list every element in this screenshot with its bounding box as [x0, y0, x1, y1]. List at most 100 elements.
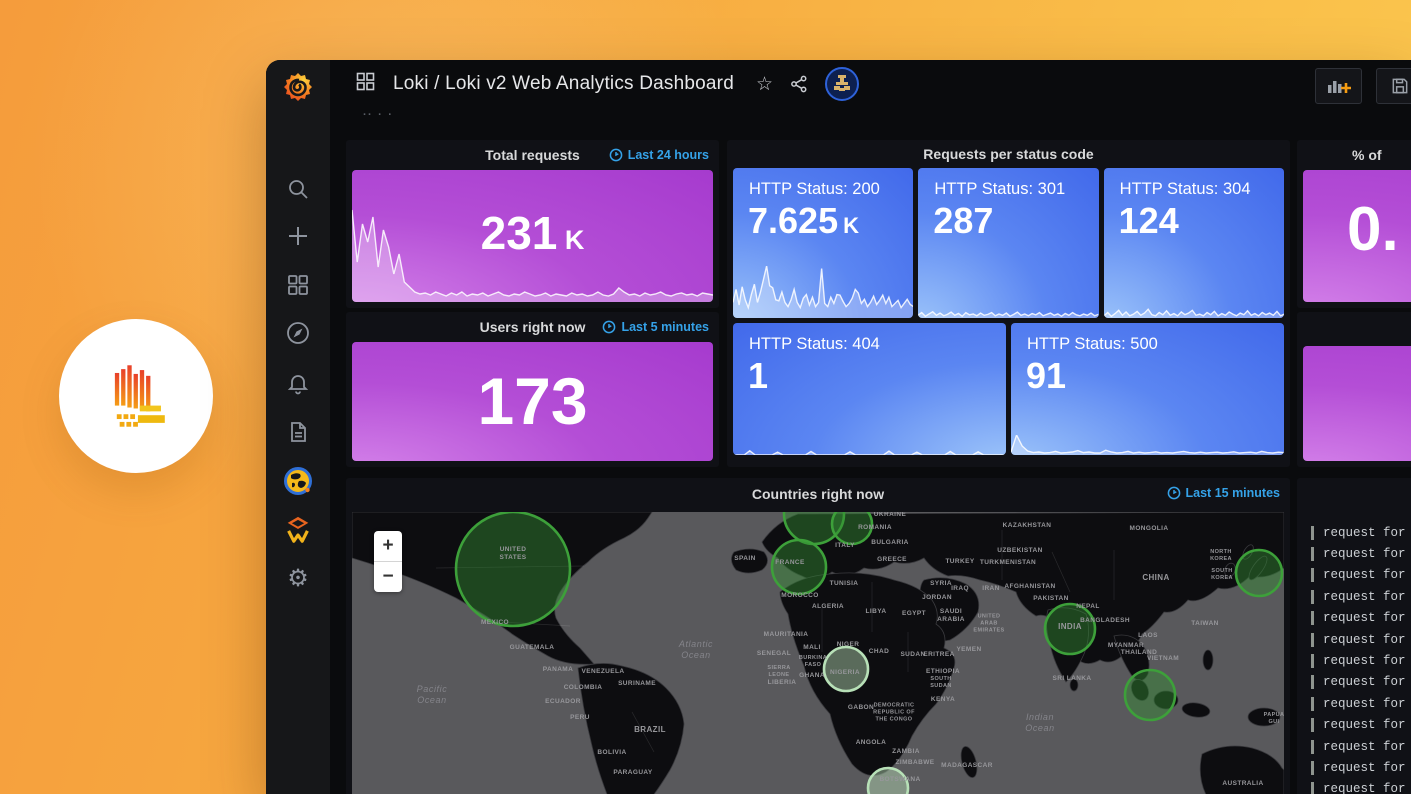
log-line: request for	[1311, 693, 1411, 714]
log-line: request for	[1311, 779, 1411, 794]
panel-percent-errors: % of 0.	[1297, 140, 1411, 308]
panel-header[interactable]: Requests per status code	[727, 140, 1290, 168]
add-panel-button[interactable]	[1315, 68, 1362, 104]
panel-users-right-now: Users right now Last 5 minutes 173	[346, 312, 719, 467]
log-level-bar	[1311, 782, 1314, 794]
log-lines-list[interactable]: request for request for request for request…	[1297, 508, 1411, 794]
grafana-logo-icon[interactable]	[266, 67, 330, 107]
log-level-bar	[1311, 611, 1314, 626]
status-tile-label: HTTP Status: 200	[749, 180, 880, 198]
status-tile: HTTP Status: 301 287	[918, 168, 1099, 318]
log-line: request for	[1311, 629, 1411, 650]
clock-icon	[603, 320, 616, 334]
sparkline	[1011, 435, 1284, 455]
map-country-circle[interactable]	[822, 645, 870, 693]
stat-tile	[1303, 346, 1411, 461]
panel-logs: request for request for request for request…	[1297, 478, 1411, 794]
panel-header[interactable]: Total requests Last 24 hours	[346, 140, 719, 170]
stat-tile-percent: 0.	[1303, 170, 1411, 302]
grafana-window: ⚙ Loki / Loki v2 Web Analytics Dashboard…	[266, 60, 1411, 794]
settings-gear-icon[interactable]: ⚙	[287, 564, 309, 592]
panel-header[interactable]: % of	[1297, 140, 1411, 170]
status-tile: HTTP Status: 304 124	[1103, 168, 1284, 318]
docs-file-icon[interactable]	[266, 412, 330, 452]
status-tile: HTTP Status: 500 91	[1011, 323, 1284, 455]
panel-title: % of	[1352, 147, 1382, 163]
map-country-circle[interactable]	[1123, 668, 1177, 722]
sidebar: ⚙	[266, 60, 330, 794]
status-tile: HTTP Status: 200 7.625 K	[733, 168, 914, 318]
map-country-circle[interactable]	[1234, 548, 1284, 598]
log-level-bar	[1311, 760, 1314, 775]
panel-header[interactable]	[1297, 478, 1411, 508]
panel-status-codes: Requests per status code HTTP Status: 20…	[727, 140, 1290, 467]
status-tile-value: 124	[1118, 200, 1179, 241]
panel-header[interactable]: Countries right now Last 15 minutes	[346, 478, 1290, 510]
panel-total-requests: Total requests Last 24 hours 231 K	[346, 140, 719, 308]
log-line: request for	[1311, 608, 1411, 629]
panel-title: Users right now	[479, 319, 586, 335]
loki-plugin-icon[interactable]	[266, 509, 330, 549]
status-tile-label: HTTP Status: 304	[1119, 180, 1251, 198]
map-landmass	[352, 512, 1284, 794]
sparkline	[733, 266, 914, 318]
log-text: request for	[1323, 760, 1406, 775]
stat-tile-total-requests: 231 K	[352, 170, 713, 302]
time-range-link[interactable]: Last 5 minutes	[602, 312, 709, 342]
sparkline	[1103, 307, 1284, 318]
log-line: request for	[1311, 715, 1411, 736]
log-level-bar	[1311, 718, 1314, 733]
log-line: request for	[1311, 565, 1411, 586]
map-zoom-out-button[interactable]: −	[374, 561, 402, 592]
map-country-circle[interactable]	[1043, 602, 1097, 656]
log-line: request for	[1311, 522, 1411, 543]
log-line: request for	[1311, 736, 1411, 757]
search-icon[interactable]	[266, 169, 330, 209]
dashboard-title[interactable]: Loki / Loki v2 Web Analytics Dashboard	[393, 73, 734, 94]
status-tile-value: 7.625 K	[748, 200, 859, 241]
stat-tile-users: 173	[352, 342, 713, 461]
log-text: request for	[1323, 611, 1406, 626]
clipped-row-text: .. . .	[363, 106, 394, 118]
save-dashboard-button[interactable]	[1376, 68, 1411, 104]
log-line: request for	[1311, 757, 1411, 778]
clock-icon	[609, 148, 623, 162]
status-tile-label: HTTP Status: 301	[934, 180, 1066, 198]
map-zoom-in-button[interactable]: +	[382, 535, 394, 556]
user-avatar[interactable]	[825, 67, 860, 101]
map-zoom-control: + −	[374, 531, 402, 592]
status-tiles-row-1: HTTP Status: 200 7.625 K HTTP Status: 301 28…	[733, 168, 1284, 318]
explore-compass-icon[interactable]	[266, 313, 330, 353]
map-country-circle[interactable]	[454, 512, 572, 628]
status-tiles-row-2: HTTP Status: 404 1 HTTP Status: 500 91	[733, 323, 1284, 455]
time-range-link[interactable]: Last 15 minutes	[1167, 478, 1280, 508]
loki-logo-icon	[114, 365, 165, 427]
log-text: request for	[1323, 739, 1406, 754]
log-level-bar	[1311, 568, 1314, 583]
log-line: request for	[1311, 543, 1411, 564]
log-level-bar	[1311, 632, 1314, 647]
map-country-circle[interactable]	[770, 538, 828, 596]
dashboard-header: Loki / Loki v2 Web Analytics Dashboard ☆	[330, 60, 1411, 108]
share-icon[interactable]	[789, 74, 809, 94]
map-country-circle[interactable]	[830, 512, 874, 546]
sparkline	[352, 202, 713, 302]
dashboards-icon[interactable]	[266, 265, 330, 305]
log-text: request for	[1323, 589, 1406, 604]
map-country-circle[interactable]	[866, 766, 910, 794]
log-text: request for	[1323, 718, 1406, 733]
time-range-link[interactable]: Last 24 hours	[609, 140, 709, 170]
worldmap-plugin-icon[interactable]	[266, 461, 330, 501]
panel-header[interactable]	[1297, 312, 1411, 346]
panel-header[interactable]: Users right now Last 5 minutes	[346, 312, 719, 342]
alerting-bell-icon[interactable]	[266, 363, 330, 403]
log-level-bar	[1311, 654, 1314, 669]
world-map[interactable]: + − UNITED STATES MEXICO GUATEMALA PANAMA VE…	[352, 512, 1284, 794]
create-plus-icon[interactable]	[266, 216, 330, 256]
status-tile-label: HTTP Status: 404	[749, 335, 880, 353]
log-line: request for	[1311, 650, 1411, 671]
log-line: request for	[1311, 672, 1411, 693]
loki-logo-badge	[59, 319, 213, 473]
dashboard-grid-icon[interactable]	[356, 72, 375, 96]
favorite-star-icon[interactable]: ☆	[755, 73, 774, 95]
